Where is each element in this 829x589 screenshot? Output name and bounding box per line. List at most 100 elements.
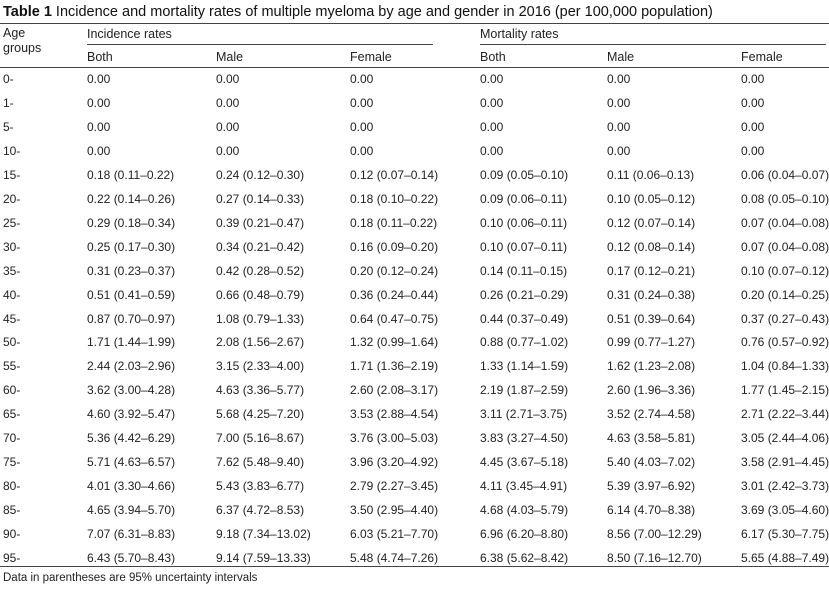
cell-mortality-male: 5.40 (4.03–7.02) (607, 455, 696, 469)
age-group-cell: 80- (3, 479, 21, 493)
cell-mortality-male: 0.12 (0.07–0.14) (607, 216, 696, 230)
table-caption-label: Table 1 (3, 4, 52, 20)
cell-mortality-female: 3.58 (2.91–4.45) (741, 455, 829, 469)
age-group-cell: 10- (3, 144, 21, 158)
cell-incidence-female: 0.64 (0.47–0.75) (350, 312, 439, 326)
cell-mortality-both: 6.96 (6.20–8.80) (480, 527, 569, 541)
cell-incidence-female: 1.71 (1.36–2.19) (350, 359, 439, 373)
cell-incidence-male: 0.00 (216, 96, 240, 110)
age-group-cell: 15- (3, 168, 21, 182)
cell-incidence-male: 7.62 (5.48–9.40) (216, 455, 305, 469)
cell-incidence-female: 0.18 (0.11–0.22) (350, 216, 438, 230)
cell-mortality-male: 3.52 (2.74–4.58) (607, 407, 696, 421)
cell-mortality-male: 8.50 (7.16–12.70) (607, 551, 702, 565)
age-group-cell: 55- (3, 359, 21, 373)
cell-mortality-both: 6.38 (5.62–8.42) (480, 551, 569, 565)
cell-incidence-female: 0.12 (0.07–0.14) (350, 168, 439, 182)
age-group-cell: 30- (3, 240, 21, 254)
cell-mortality-female: 0.76 (0.57–0.92) (741, 335, 829, 349)
cell-mortality-female: 0.00 (741, 96, 765, 110)
cell-mortality-female: 0.20 (0.14–0.25) (741, 288, 829, 302)
cell-incidence-male: 0.34 (0.21–0.42) (216, 240, 305, 254)
cell-incidence-both: 4.60 (3.92–5.47) (87, 407, 176, 421)
cell-incidence-both: 0.87 (0.70–0.97) (87, 312, 176, 326)
subheader-incidence-male: Male (216, 50, 244, 64)
age-group-cell: 35- (3, 264, 21, 278)
cell-mortality-male: 0.00 (607, 96, 631, 110)
age-groups-header-line2: groups (3, 41, 42, 55)
cell-incidence-male: 0.27 (0.14–0.33) (216, 192, 305, 206)
cell-mortality-male: 0.00 (607, 72, 631, 86)
table-caption-text: Incidence and mortality rates of multipl… (55, 4, 713, 20)
cell-mortality-male: 0.12 (0.08–0.14) (607, 240, 696, 254)
cell-mortality-both: 0.00 (480, 96, 504, 110)
cell-mortality-female: 0.00 (741, 120, 765, 134)
age-group-cell: 1- (3, 96, 14, 110)
header-bottom-rule (0, 67, 829, 68)
cell-incidence-both: 0.00 (87, 72, 111, 86)
cell-incidence-male: 9.14 (7.59–13.33) (216, 551, 311, 565)
cell-mortality-both: 0.26 (0.21–0.29) (480, 288, 569, 302)
cell-mortality-both: 2.19 (1.87–2.59) (480, 383, 569, 397)
cell-incidence-female: 0.18 (0.10–0.22) (350, 192, 439, 206)
cell-incidence-female: 2.79 (2.27–3.45) (350, 479, 439, 493)
age-group-cell: 40- (3, 288, 21, 302)
cell-mortality-both: 4.68 (4.03–5.79) (480, 503, 569, 517)
cell-incidence-female: 3.76 (3.00–5.03) (350, 431, 439, 445)
cell-mortality-both: 0.88 (0.77–1.02) (480, 335, 569, 349)
cell-mortality-female: 0.07 (0.04–0.08) (741, 216, 829, 230)
cell-mortality-female: 3.69 (3.05–4.60) (741, 503, 829, 517)
cell-mortality-both: 4.11 (3.45–4.91) (480, 479, 568, 493)
cell-mortality-male: 4.63 (3.58–5.81) (607, 431, 696, 445)
subheader-incidence-female: Female (350, 50, 392, 64)
age-group-cell: 20- (3, 192, 21, 206)
cell-incidence-both: 6.43 (5.70–8.43) (87, 551, 176, 565)
cell-mortality-both: 0.10 (0.07–0.11) (480, 240, 568, 254)
age-group-cell: 85- (3, 503, 21, 517)
cell-mortality-both: 0.00 (480, 144, 504, 158)
cell-mortality-female: 0.00 (741, 72, 765, 86)
cell-mortality-both: 1.33 (1.14–1.59) (480, 359, 569, 373)
age-group-cell: 90- (3, 527, 21, 541)
age-group-cell: 70- (3, 431, 21, 445)
mortality-rates-header: Mortality rates (480, 27, 559, 41)
cell-incidence-male: 5.43 (3.83–6.77) (216, 479, 305, 493)
cell-incidence-male: 3.15 (2.33–4.00) (216, 359, 305, 373)
cell-incidence-both: 0.22 (0.14–0.26) (87, 192, 176, 206)
cell-mortality-male: 0.10 (0.05–0.12) (607, 192, 696, 206)
cell-incidence-female: 0.00 (350, 72, 374, 86)
incidence-group-rule (87, 44, 433, 45)
cell-incidence-male: 4.63 (3.36–5.77) (216, 383, 305, 397)
cell-mortality-female: 0.07 (0.04–0.08) (741, 240, 829, 254)
age-group-cell: 50- (3, 335, 21, 349)
cell-incidence-both: 2.44 (2.03–2.96) (87, 359, 176, 373)
cell-mortality-female: 0.37 (0.27–0.43) (741, 312, 829, 326)
cell-mortality-both: 0.09 (0.06–0.11) (480, 192, 568, 206)
cell-incidence-both: 0.25 (0.17–0.30) (87, 240, 176, 254)
cell-incidence-both: 0.29 (0.18–0.34) (87, 216, 176, 230)
cell-mortality-both: 0.09 (0.05–0.10) (480, 168, 569, 182)
cell-incidence-both: 0.00 (87, 120, 111, 134)
cell-incidence-both: 4.01 (3.30–4.66) (87, 479, 176, 493)
cell-mortality-male: 0.17 (0.12–0.21) (607, 264, 696, 278)
cell-incidence-female: 0.20 (0.12–0.24) (350, 264, 439, 278)
mortality-group-rule (480, 44, 826, 45)
cell-incidence-both: 0.51 (0.41–0.59) (87, 288, 176, 302)
age-group-cell: 25- (3, 216, 21, 230)
cell-incidence-female: 0.16 (0.09–0.20) (350, 240, 439, 254)
cell-mortality-female: 0.00 (741, 144, 765, 158)
cell-incidence-female: 5.48 (4.74–7.26) (350, 551, 439, 565)
cell-mortality-female: 6.17 (5.30–7.75) (741, 527, 829, 541)
cell-mortality-male: 6.14 (4.70–8.38) (607, 503, 696, 517)
age-group-cell: 75- (3, 455, 21, 469)
cell-mortality-female: 0.08 (0.05–0.10) (741, 192, 829, 206)
cell-mortality-male: 0.00 (607, 120, 631, 134)
cell-mortality-both: 3.83 (3.27–4.50) (480, 431, 569, 445)
cell-incidence-male: 0.66 (0.48–0.79) (216, 288, 305, 302)
subheader-mortality-both: Both (480, 50, 506, 64)
age-groups-header-line1: Age (3, 26, 26, 40)
cell-mortality-both: 0.00 (480, 72, 504, 86)
age-group-cell: 95- (3, 551, 21, 565)
cell-incidence-both: 3.62 (3.00–4.28) (87, 383, 176, 397)
cell-incidence-both: 0.00 (87, 144, 111, 158)
